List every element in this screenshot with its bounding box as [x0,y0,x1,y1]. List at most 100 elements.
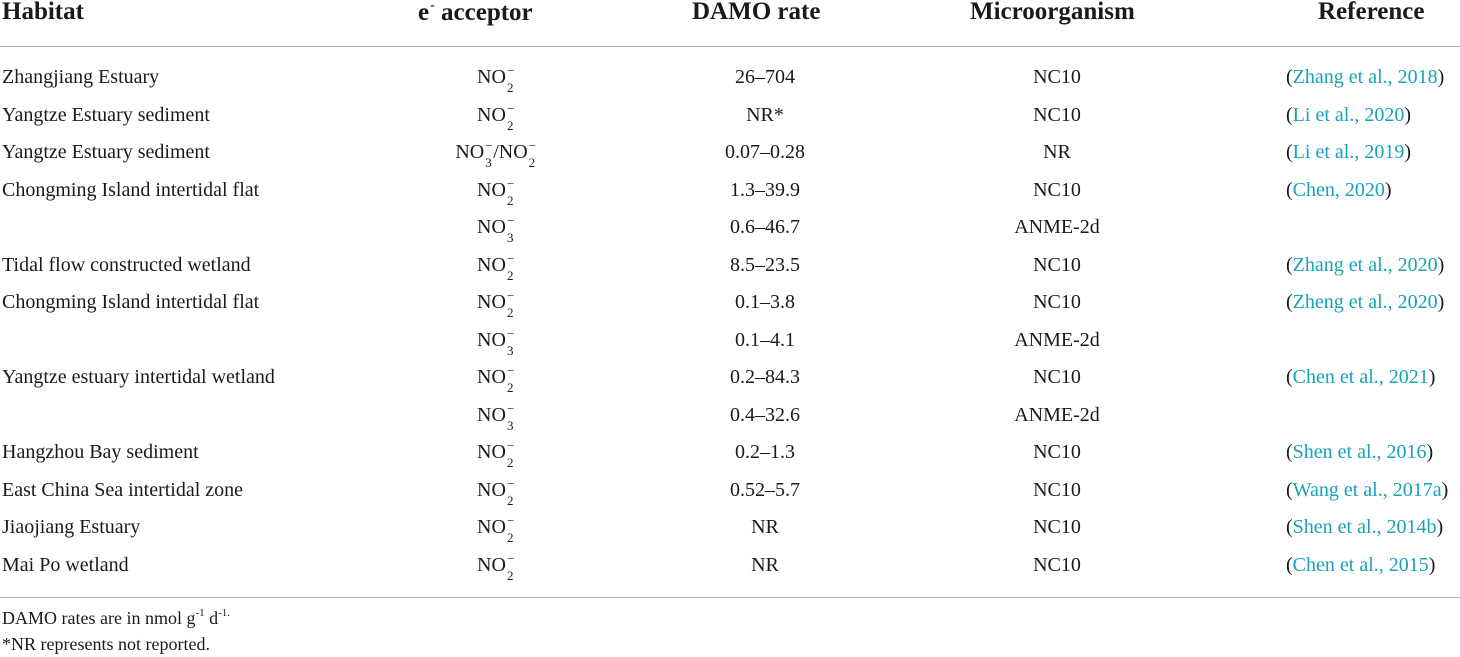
ref-close-paren: ) [1428,366,1436,388]
reference-link[interactable]: Zhang et al., 2018 [1292,66,1438,88]
table-row: Yangtze estuary intertidal wetland NO −2 0.… [0,359,1460,396]
nitrogen-oxide-formula: NO −2 [498,138,537,171]
header-rate: DAMO rate [692,0,821,25]
nitrogen-oxide-formula: NO −2 [477,63,515,96]
header-microorganism: Microorganism [970,0,1135,25]
cell-rate-text: 0.4–32.6 [730,403,800,426]
cell-rate-text: 0.6–46.7 [730,216,800,238]
cell-reference: (Li et al., 2020) [1286,97,1411,134]
header-acceptor-word: acceptor [441,0,533,26]
cell-microorganism-text: ANME-2d [1014,216,1100,238]
footnote-units-sup2: -1. [218,607,231,619]
cell-reference: (Wang et al., 2017a) [1286,472,1448,509]
cell-reference: (Li et al., 2019) [1286,134,1411,171]
table-row: Yangtze Estuary sediment NO −3/NO −2 0.07–0.… [0,134,1460,171]
cell-habitat: East China Sea intertidal zone [2,478,244,501]
cell-microorganism-text: ANME-2d [1014,328,1100,351]
cell-acceptor-text: NO −2 [477,97,515,134]
reference-link[interactable]: Shen et al., 2014b [1292,516,1437,538]
ref-close-paren: ) [1437,291,1445,313]
cell-rate-text: 8.5–23.5 [730,253,800,276]
cell-rate-text: 1.3–39.9 [730,178,800,201]
nitrogen-oxide-formula: NO −2 [477,513,515,546]
cell-rate-text: 0.2–1.3 [735,441,795,463]
reference-link[interactable]: Li et al., 2020 [1292,103,1405,126]
ref-close-paren: ) [1384,178,1392,201]
reference-link[interactable]: Zheng et al., 2020 [1292,291,1438,313]
cell-acceptor-text: NO −3 [477,322,515,359]
cell-rate-text: 0.1–4.1 [735,328,795,351]
header-habitat: Habitat [2,0,84,25]
table-row: Yangtze Estuary sediment NO −2 NR* NC10 (Li e… [0,97,1460,134]
nitrogen-oxide-formula: NO −2 [477,288,515,321]
footnote-units: DAMO rates are in nmol g-1 d-1. [2,607,230,629]
ref-close-paren: ) [1428,553,1436,576]
reference-link[interactable]: Chen et al., 2021 [1292,366,1429,388]
cell-microorganism-text: NC10 [1033,478,1081,501]
cell-acceptor-text: NO −2 [477,247,515,284]
cell-microorganism-text: NC10 [1033,66,1081,88]
cell-habitat: Yangtze estuary intertidal wetland [2,366,275,388]
ref-open-paren: ( [1286,291,1293,313]
ref-close-paren: ) [1437,253,1445,276]
reference-link[interactable]: Chen, 2020 [1292,178,1385,201]
ref-open-paren: ( [1286,141,1293,163]
cell-microorganism-text: NC10 [1033,553,1081,576]
cell-habitat: Chongming Island intertidal flat [2,178,260,201]
footnote-units-sup1: -1 [195,607,205,619]
header-acceptor-sup: - [430,0,435,13]
cell-microorganism-text: NC10 [1033,178,1081,201]
cell-microorganism-text: NC10 [1033,291,1081,313]
table-row: NO −3 0.4–32.6 ANME-2d [0,397,1460,434]
nitrogen-oxide-formula: NO −2 [477,250,515,283]
cell-reference: (Zhang et al., 2020) [1286,247,1444,284]
cell-acceptor-text: NO −3/NO −2 [455,134,536,171]
table-row: Zhangjiang Estuary NO −2 26–704 NC10 (Zhang e… [0,59,1460,96]
ref-close-paren: ) [1404,141,1411,163]
ref-open-paren: ( [1286,253,1293,276]
table-row: Jiaojiang Estuary NO −2 NR NC10 (Shen et al.,… [0,509,1460,546]
reference-link[interactable]: Zhang et al., 2020 [1292,253,1438,276]
ref-open-paren: ( [1286,553,1293,576]
cell-habitat: Jiaojiang Estuary [2,516,141,538]
cell-rate-text: 0.1–3.8 [735,291,795,313]
ref-open-paren: ( [1286,441,1293,463]
nitrogen-oxide-formula: NO −3 [477,213,515,246]
footnote-units-pre: DAMO rates are in nmol g [2,608,196,628]
ref-open-paren: ( [1286,178,1293,201]
cell-acceptor-text: NO −2 [477,434,515,471]
ref-open-paren: ( [1286,366,1293,388]
cell-acceptor-text: NO −3 [477,397,515,434]
ref-open-paren: ( [1286,103,1293,126]
nitrogen-oxide-formula: NO −3 [455,138,493,171]
reference-link[interactable]: Li et al., 2019 [1292,141,1405,163]
table-footer: DAMO rates are in nmol g-1 d-1. *NR repr… [0,597,1460,654]
reference-link[interactable]: Shen et al., 2016 [1292,441,1427,463]
cell-reference: (Zhang et al., 2018) [1286,59,1444,96]
cell-habitat: Chongming Island intertidal flat [2,291,260,313]
table-row: Chongming Island intertidal flat NO −2 1.3–… [0,172,1460,209]
ref-close-paren: ) [1441,478,1449,501]
ref-open-paren: ( [1286,478,1293,501]
cell-acceptor-text: NO −2 [477,509,515,546]
cell-reference: (Chen et al., 2021) [1286,359,1435,396]
cell-rate-text: 0.2–84.3 [730,366,800,388]
footnote-nr: *NR represents not reported. [2,634,210,654]
cell-rate-text: NR [751,553,779,576]
table-row: East China Sea intertidal zone NO −2 0.52–5… [0,472,1460,509]
table-row: NO −3 0.6–46.7 ANME-2d [0,209,1460,246]
ref-close-paren: ) [1404,103,1411,126]
reference-link[interactable]: Chen et al., 2015 [1292,553,1429,576]
table-header: Habitat e- acceptor DAMO rate Microorgan… [0,0,1460,47]
cell-microorganism-text: NC10 [1033,441,1081,463]
ref-open-paren: ( [1286,516,1293,538]
cell-habitat: Yangtze Estuary sediment [2,103,210,126]
table-row: Hangzhou Bay sediment NO −2 0.2–1.3 NC10 (She… [0,434,1460,471]
cell-rate-text: 26–704 [735,66,795,88]
cell-reference: (Zheng et al., 2020) [1286,284,1444,321]
reference-link[interactable]: Wang et al., 2017a [1292,478,1442,501]
cell-acceptor-text: NO −2 [477,359,515,396]
ref-close-paren: ) [1436,516,1444,538]
table-row: NO −3 0.1–4.1 ANME-2d [0,322,1460,359]
cell-acceptor-text: NO −2 [477,284,515,321]
